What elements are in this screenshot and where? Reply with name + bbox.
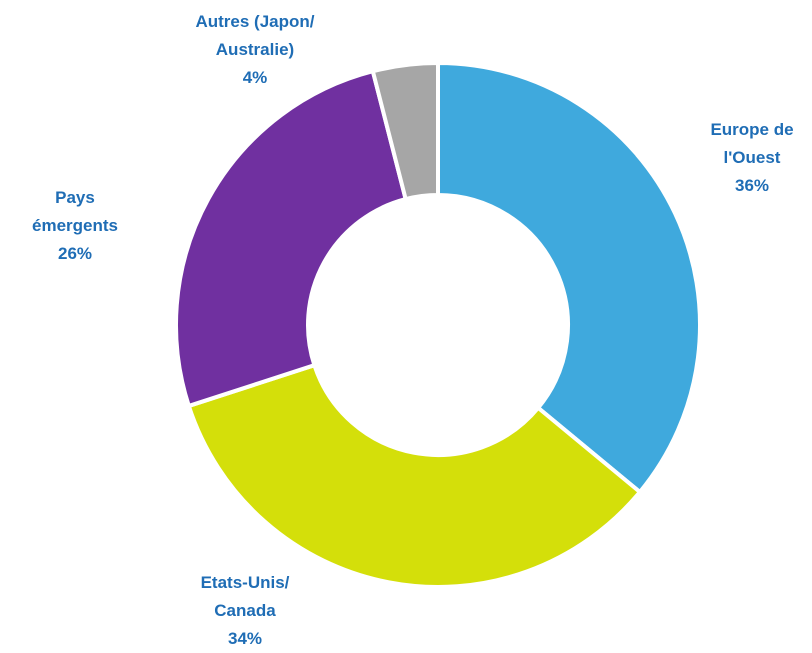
value-label: 34%	[227, 629, 263, 648]
donut-segment	[174, 68, 409, 409]
donut-segment	[436, 60, 702, 495]
segment-label: Europe de l'Ouest 36%	[694, 116, 810, 200]
category-label: Autres (Japon/ Australie)	[195, 12, 315, 59]
segment-label: Pays émergents 26%	[10, 184, 140, 268]
value-label: 36%	[734, 176, 770, 195]
category-label: Pays émergents	[32, 188, 118, 235]
value-label: 26%	[57, 244, 93, 263]
segment-label: Autres (Japon/ Australie) 4%	[170, 8, 340, 92]
segment-label: Etats-Unis/ Canada 34%	[175, 569, 315, 653]
value-label: 4%	[242, 68, 268, 87]
donut-segment	[186, 362, 643, 589]
donut-segment	[370, 60, 440, 202]
category-label: Europe de l'Ouest	[710, 120, 794, 167]
category-label: Etats-Unis/ Canada	[200, 573, 290, 620]
